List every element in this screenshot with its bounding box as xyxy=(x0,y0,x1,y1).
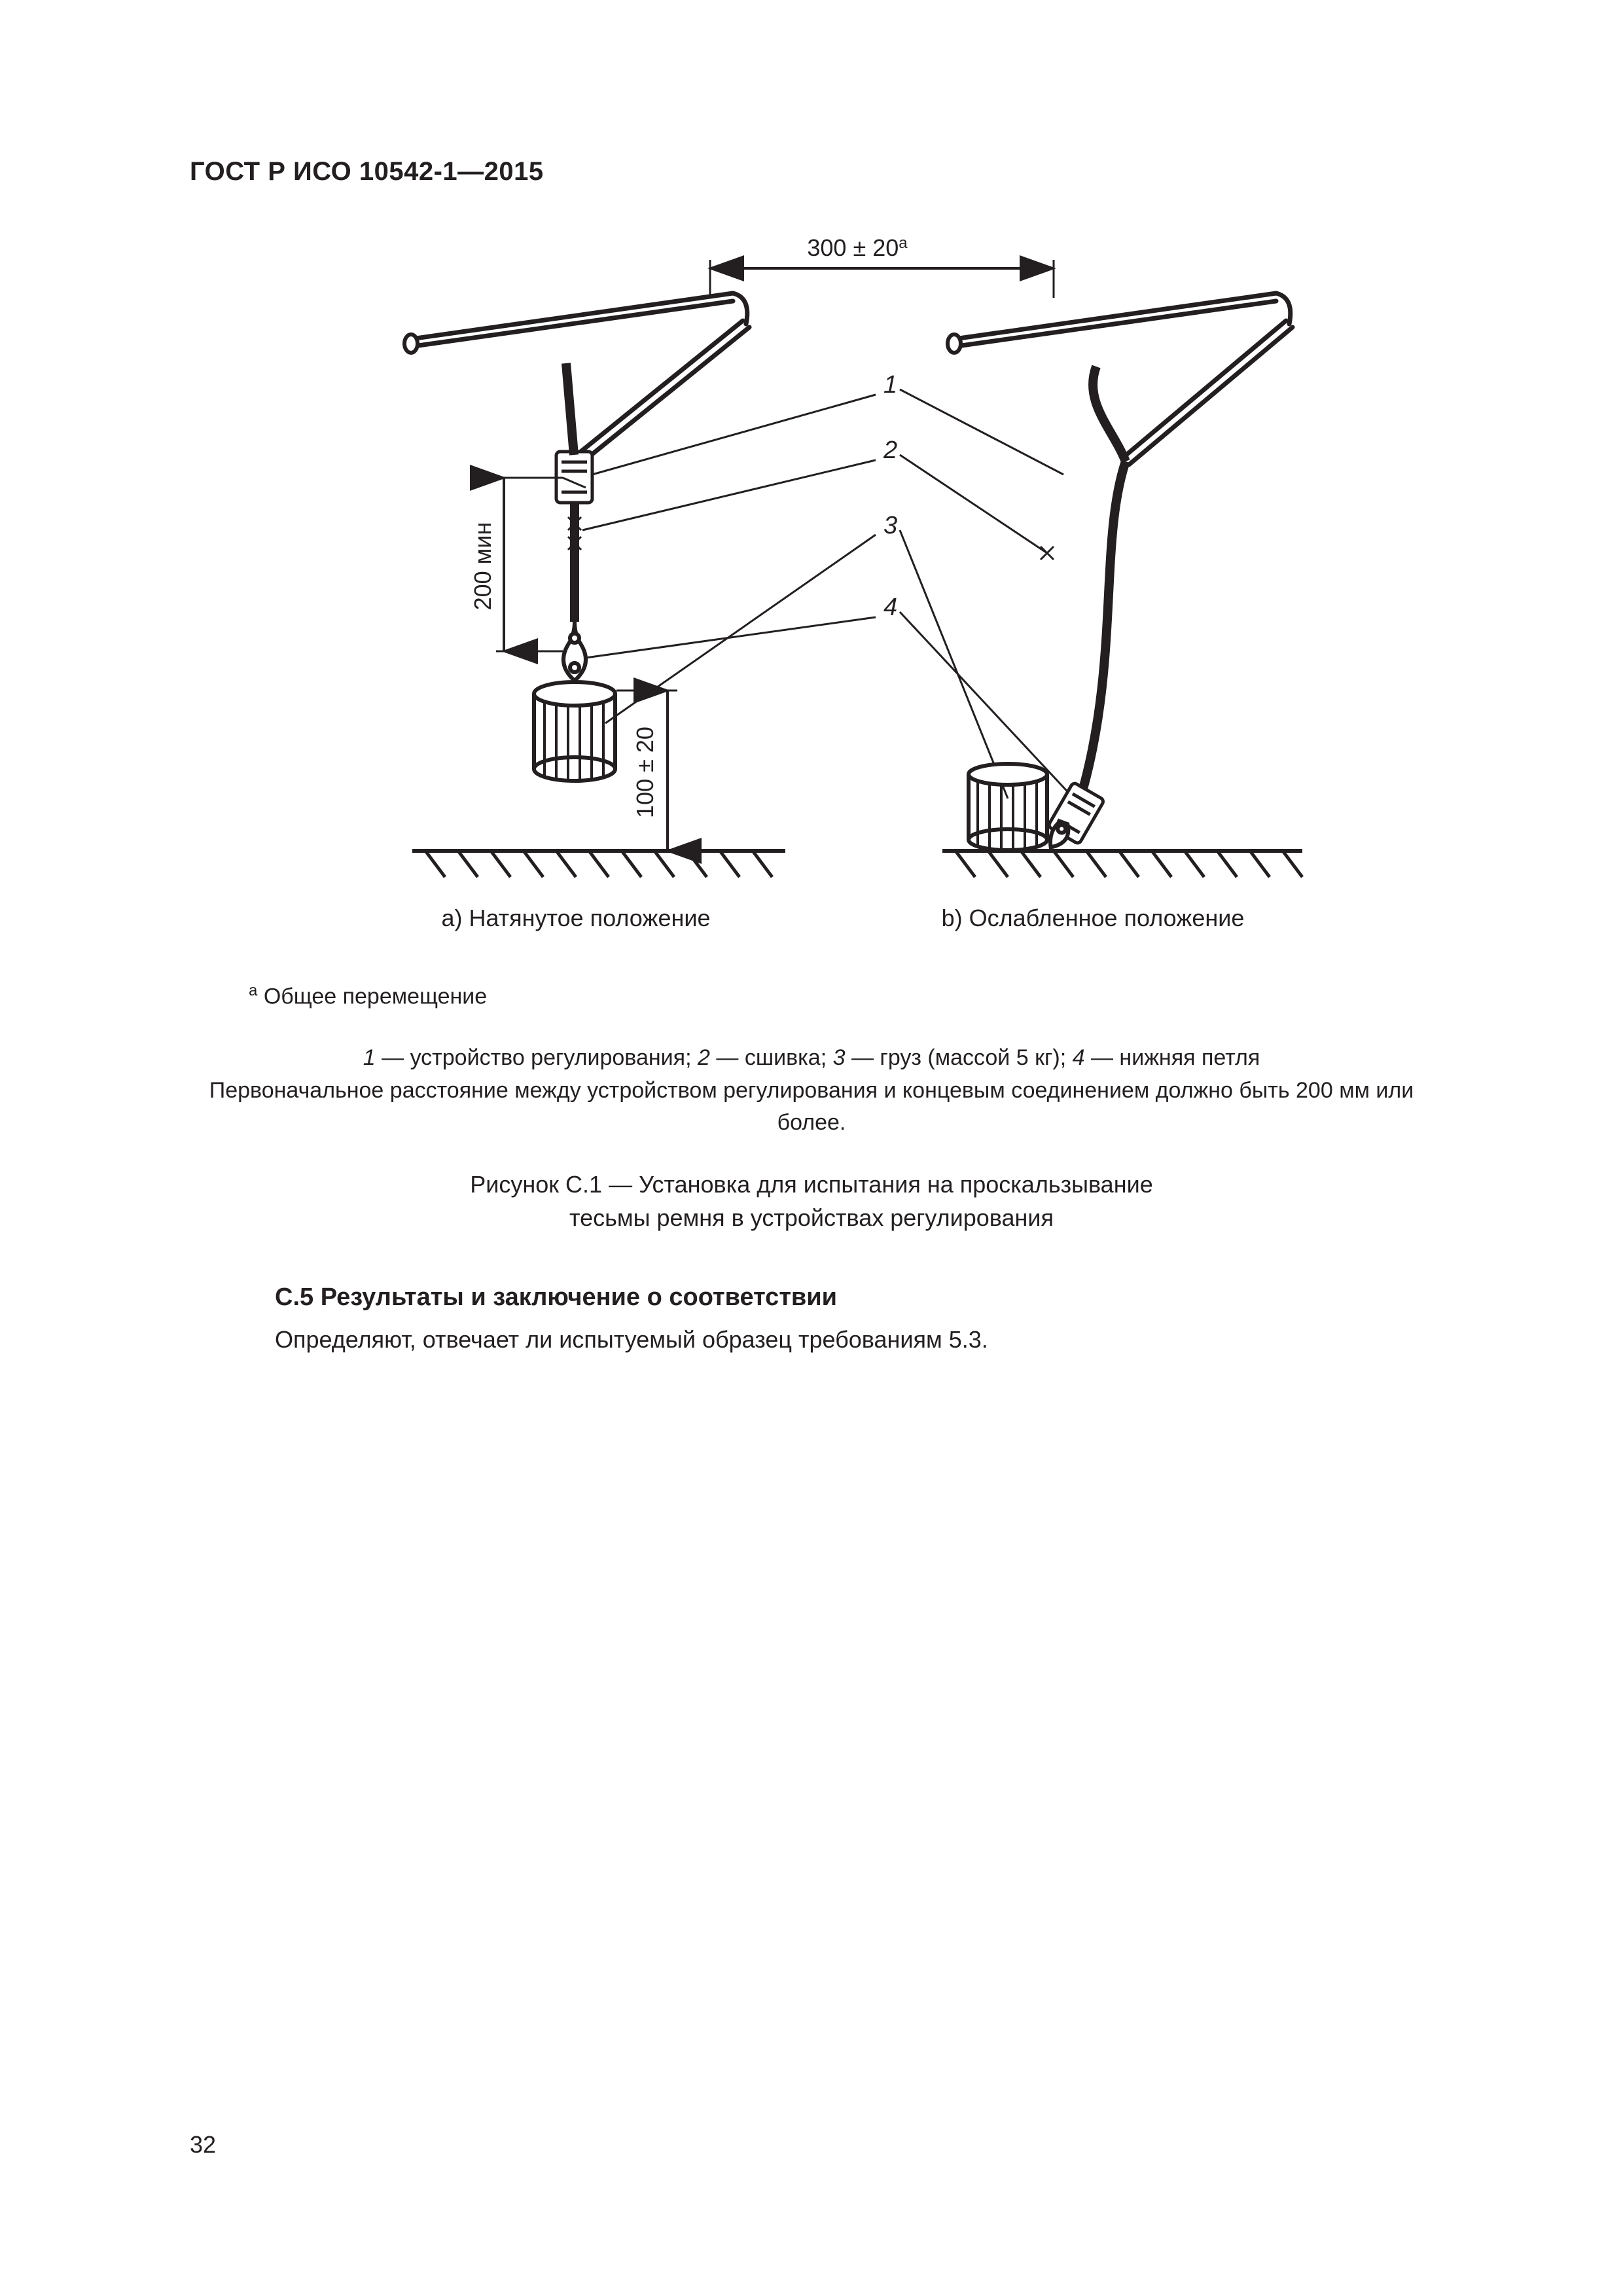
figure-legend: 1 — устройство регулирования; 2 — сшивка… xyxy=(190,1042,1433,1139)
svg-text:1: 1 xyxy=(883,371,897,399)
assembly-right xyxy=(942,293,1302,877)
caption-a: a) Натянутое положение xyxy=(441,905,710,931)
svg-text:200 мин: 200 мин xyxy=(469,522,496,611)
figure-footnote: a Общее перемещение xyxy=(190,982,1433,1009)
standard-header: ГОСТ Р ИСО 10542-1—2015 xyxy=(190,157,1433,187)
caption-b: b) Ослабленное положение xyxy=(942,905,1245,931)
svg-text:100 ± 20: 100 ± 20 xyxy=(632,726,658,818)
figure-title: Рисунок С.1 — Установка для испытания на… xyxy=(190,1168,1433,1234)
svg-text:2: 2 xyxy=(883,437,897,464)
svg-text:3: 3 xyxy=(883,512,897,539)
section-body: Определяют, отвечает ли испытуемый образ… xyxy=(190,1323,1433,1356)
page-number: 32 xyxy=(190,2131,216,2159)
section-heading: С.5 Результаты и заключение о соответств… xyxy=(190,1283,1433,1312)
figure-c1: 300 ± 20a xyxy=(190,232,1433,1234)
assembly-left: 200 мин 100 ± 20 xyxy=(404,293,785,877)
diagram-svg: 300 ± 20a xyxy=(314,232,1309,952)
svg-text:300 ± 20a: 300 ± 20a xyxy=(807,234,908,261)
dimension-top: 300 ± 20a xyxy=(710,234,1054,298)
svg-text:4: 4 xyxy=(883,594,897,621)
